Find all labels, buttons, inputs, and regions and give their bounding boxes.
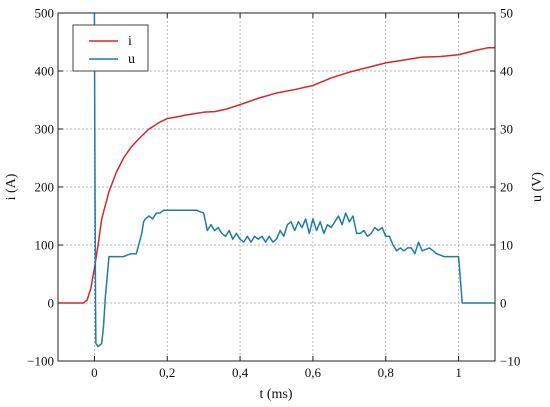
left-tick-label: 300 xyxy=(35,122,55,137)
right-axis-title: u (V) xyxy=(530,172,545,202)
left-tick-label: −100 xyxy=(27,354,54,369)
left-axis-ticks: −100 0 100 200 300 400 500 xyxy=(27,6,63,369)
x-tick-label: 0,2 xyxy=(159,365,175,380)
left-tick-label: 200 xyxy=(35,180,55,195)
x-tick-label: 0,8 xyxy=(378,365,394,380)
right-tick-label: −10 xyxy=(500,354,520,369)
x-tick-label: 1 xyxy=(455,365,462,380)
right-tick-label: 0 xyxy=(500,296,507,311)
legend-label-i: i xyxy=(128,34,132,49)
legend: i u xyxy=(72,24,149,72)
right-tick-label: 30 xyxy=(500,122,513,137)
x-axis-ticks: 0 0,2 0,4 0,6 0,8 1 xyxy=(91,13,462,380)
plot-frame xyxy=(57,12,496,362)
x-axis-title: t (ms) xyxy=(259,387,292,402)
legend-box xyxy=(72,24,149,72)
left-tick-label: 0 xyxy=(48,296,55,311)
right-tick-label: 10 xyxy=(500,238,513,253)
right-axis-ticks: −10 0 10 20 30 40 50 xyxy=(490,6,520,369)
series-line-i xyxy=(58,47,495,304)
series-lines xyxy=(58,12,495,348)
legend-label-u: u xyxy=(128,52,135,67)
series-line-u xyxy=(93,12,495,348)
left-axis-title: i (A) xyxy=(4,173,19,200)
right-tick-label: 50 xyxy=(500,6,513,21)
left-tick-label: 400 xyxy=(35,64,55,79)
right-tick-label: 20 xyxy=(500,180,513,195)
x-tick-label: 0 xyxy=(91,365,98,380)
x-tick-label: 0,6 xyxy=(305,365,322,380)
right-tick-label: 40 xyxy=(500,64,513,79)
left-tick-label: 100 xyxy=(35,238,55,253)
left-tick-label: 500 xyxy=(35,6,55,21)
x-tick-label: 0,4 xyxy=(232,365,249,380)
